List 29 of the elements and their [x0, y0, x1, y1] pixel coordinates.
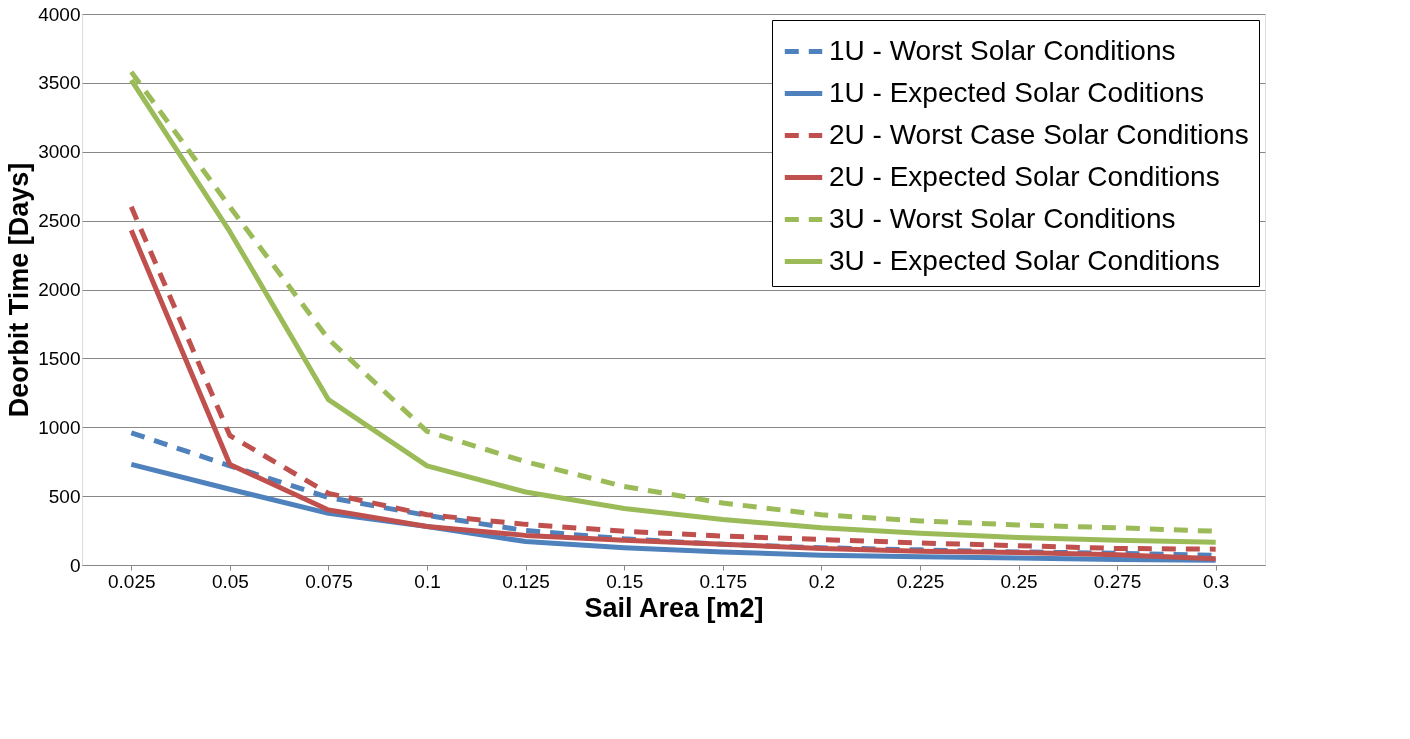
x-tick-label: 0.25: [1000, 570, 1038, 592]
legend-label: 3U - Worst Solar Conditions: [829, 202, 1176, 234]
y-tick-label: 2000: [38, 279, 81, 300]
x-tick-label: 0.15: [606, 570, 644, 592]
y-tick-label: 500: [48, 485, 81, 507]
x-tick-label: 0.275: [1093, 570, 1142, 592]
x-tick-label: 0.225: [896, 570, 945, 592]
y-tick-label: 0: [69, 554, 81, 576]
y-tick-label: 1500: [38, 347, 81, 369]
x-tick-label: 0.3: [1203, 570, 1230, 592]
y-tick-label: 3500: [38, 72, 81, 94]
y-tick-label: 2500: [38, 210, 81, 232]
legend-label: 2U - Expected Solar Conditions: [829, 160, 1220, 192]
x-tick-label: 0.025: [108, 570, 156, 592]
legend-label: 3U - Expected Solar Conditions: [829, 244, 1220, 276]
legend-label: 2U - Worst Case Solar Conditions: [829, 118, 1249, 150]
legend-label: 1U - Expected Solar Coditions: [829, 76, 1205, 108]
x-tick-label: 0.075: [305, 570, 353, 592]
x-tick-label: 0.2: [808, 570, 836, 592]
x-tick-label: 0.05: [211, 570, 249, 592]
x-tick-label: 0.125: [502, 570, 550, 592]
y-tick-label: 3000: [38, 141, 81, 163]
y-tick-label: 1000: [38, 416, 81, 438]
y-tick-label: 4000: [38, 3, 81, 25]
x-tick-label: 0.175: [699, 570, 748, 592]
legend-label: 1U - Worst Solar Conditions: [829, 34, 1176, 66]
x-axis-title: Sail Area [m2]: [584, 592, 764, 623]
y-axis-title: Deorbit Time [Days]: [4, 162, 35, 418]
x-tick-label: 0.1: [414, 570, 441, 592]
